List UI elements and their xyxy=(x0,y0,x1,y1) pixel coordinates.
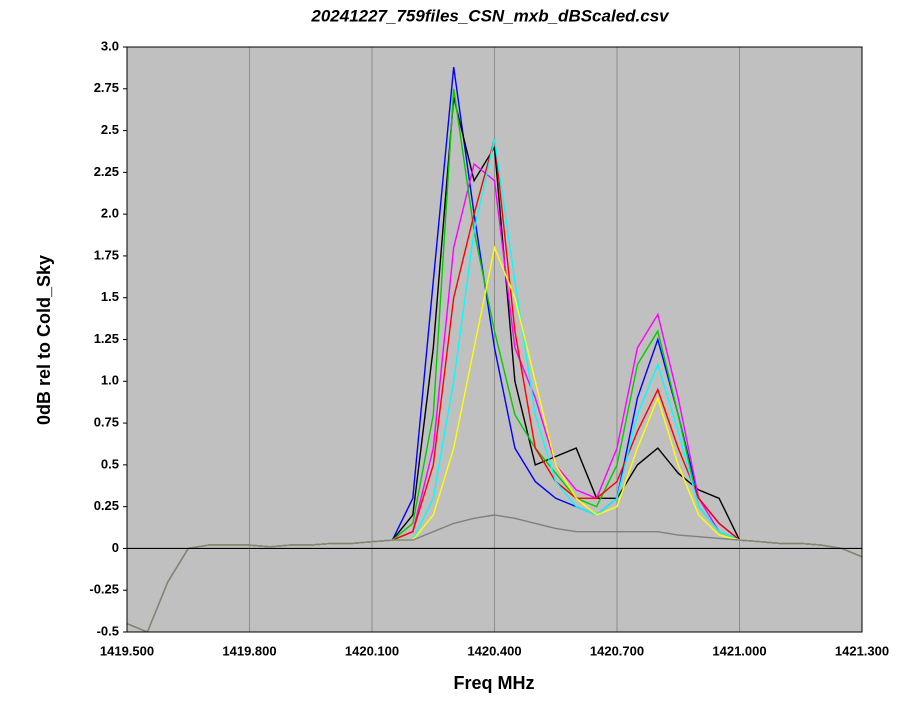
x-tick-label: 1420.100 xyxy=(345,643,399,658)
x-tick-label: 1420.700 xyxy=(590,643,644,658)
y-tick-label: 0.25 xyxy=(94,498,119,513)
x-tick-label: 1421.000 xyxy=(712,643,766,658)
x-tick-label: 1421.300 xyxy=(835,643,889,658)
y-axis-label: 0dB rel to Cold_Sky xyxy=(34,255,54,425)
spectrum-line xyxy=(127,514,862,632)
y-tick-label: 2.75 xyxy=(94,80,119,95)
plot-lines xyxy=(127,67,862,632)
y-tick-label: 2.0 xyxy=(101,206,119,221)
y-tick-label: 1.0 xyxy=(101,373,119,388)
y-tick-label: -0.25 xyxy=(89,582,119,597)
y-tick-label: 2.5 xyxy=(101,122,119,137)
y-tick-label: 3.0 xyxy=(101,38,119,53)
x-tick-label: 1419.500 xyxy=(100,643,154,658)
x-tick-label: 1419.800 xyxy=(222,643,276,658)
y-tick-label: -0.5 xyxy=(97,623,119,638)
x-axis-label: Freq MHz xyxy=(454,673,535,693)
y-tick-label: 0 xyxy=(112,540,119,555)
y-tick-label: 0.5 xyxy=(101,456,119,471)
chart-title: 20241227_759files_CSN_mxb_dBScaled.csv xyxy=(310,6,670,25)
plot-border xyxy=(126,46,863,633)
x-tick-label: 1420.400 xyxy=(467,643,521,658)
y-tick-label: 1.5 xyxy=(101,289,119,304)
y-tick-label: 2.25 xyxy=(94,164,119,179)
y-tick-label: 1.25 xyxy=(94,331,119,346)
y-tick-label: 0.75 xyxy=(94,415,119,430)
y-tick-label: 1.75 xyxy=(94,247,119,262)
